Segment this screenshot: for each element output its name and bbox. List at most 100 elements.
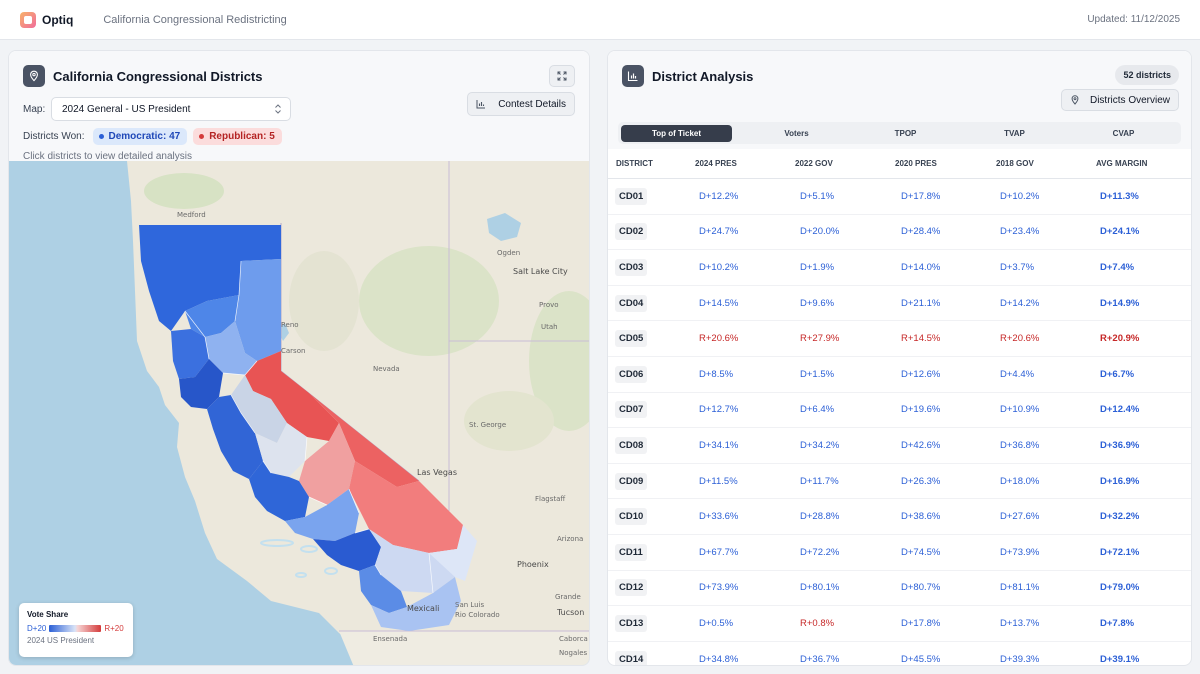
table-cell: D+80.1% — [800, 582, 840, 594]
district-oc[interactable] — [359, 565, 407, 613]
expand-map-button[interactable] — [549, 65, 575, 87]
district-id: CD03 — [615, 258, 648, 276]
vote-share-legend: Vote Share D+20 R+20 2024 US President — [19, 603, 133, 657]
table-cell: D+12.2% — [699, 190, 739, 202]
table-row[interactable]: CD13 D+0.5% R+0.8% D+17.8% D+13.7% D+7.8% — [608, 606, 1191, 642]
map-panel-title: California Congressional Districts — [53, 68, 263, 84]
district-cd04[interactable] — [171, 329, 209, 379]
table-cell: D+10.2% — [1000, 190, 1040, 202]
table-row[interactable]: CD14 D+34.8% D+36.7% D+45.5% D+39.3% D+39.1% — [608, 642, 1191, 665]
districts-overview-button[interactable]: Districts Overview — [1060, 89, 1179, 111]
column-header-2022-gov[interactable]: 2022 GOV — [795, 159, 833, 168]
table-row[interactable]: CD07 D+12.7% D+6.4% D+19.6% D+10.9% D+12.4% — [608, 393, 1191, 429]
table-row[interactable]: CD11 D+67.7% D+72.2% D+74.5% D+73.9% D+72.1% — [608, 535, 1191, 571]
table-cell: D+67.7% — [699, 546, 739, 558]
district-id: CD01 — [615, 187, 648, 205]
map-label-riocolorado: Rio Colorado — [455, 611, 500, 619]
democratic-count-badge: Democratic: 47 — [92, 128, 188, 145]
district-central-coast[interactable] — [249, 461, 309, 521]
district-cd05[interactable] — [245, 351, 339, 441]
map-contest-select[interactable]: 2024 General - US President — [51, 97, 291, 121]
state-border — [448, 161, 589, 511]
table-row[interactable]: CD06 D+8.5% D+1.5% D+12.6% D+4.4% D+6.7% — [608, 357, 1191, 393]
table-cell: D+36.7% — [800, 653, 840, 665]
table-cell: D+28.4% — [901, 226, 941, 238]
table-cell: D+0.5% — [699, 617, 734, 629]
district-cd06[interactable] — [205, 321, 257, 375]
table-row[interactable]: CD03 D+10.2% D+1.9% D+14.0% D+3.7% D+7.4% — [608, 250, 1191, 286]
district-inland[interactable] — [369, 529, 457, 593]
district-central[interactable] — [255, 423, 307, 477]
map-label-caborca: Caborca — [559, 635, 588, 643]
map-label-ogden: Ogden — [497, 249, 520, 257]
district-imperial[interactable] — [429, 525, 477, 581]
column-header-avg-margin[interactable]: AVG MARGIN — [1096, 159, 1148, 168]
updated-timestamp: Updated: 11/12/2025 — [1087, 14, 1180, 25]
district-toss[interactable] — [231, 375, 287, 443]
column-header-2024-pres[interactable]: 2024 PRES — [695, 159, 737, 168]
table-row[interactable]: CD12 D+73.9% D+80.1% D+80.7% D+81.1% D+79.0% — [608, 571, 1191, 607]
district-id: CD13 — [615, 614, 648, 632]
column-header-2020-pres[interactable]: 2020 PRES — [895, 159, 937, 168]
map-pin-icon — [23, 65, 45, 87]
map-canvas[interactable]: Medford Ogden Salt Lake City Provo Utah … — [9, 161, 590, 666]
bar-chart-icon — [476, 100, 486, 109]
map-label-carson: Carson — [281, 347, 305, 355]
contest-details-button[interactable]: Contest Details — [467, 92, 575, 116]
table-header: DISTRICT 2024 PRES 2022 GOV 2020 PRES 20… — [608, 149, 1191, 179]
table-cell: D+11.7% — [800, 475, 839, 487]
table-cell: D+74.5% — [901, 546, 941, 558]
tab-tpop[interactable]: TPOP — [894, 128, 917, 138]
district-id: CD11 — [615, 543, 647, 561]
tab-top-of-ticket[interactable]: Top of Ticket — [621, 124, 732, 142]
table-row[interactable]: CD02 D+24.7% D+20.0% D+28.4% D+23.4% D+24.1% — [608, 215, 1191, 251]
district-sd[interactable] — [371, 577, 461, 631]
table-cell: R+27.9% — [800, 333, 840, 345]
table-cell: D+80.7% — [901, 582, 941, 594]
table-row[interactable]: CD09 D+11.5% D+11.7% D+26.3% D+18.0% D+16.9% — [608, 464, 1191, 500]
forest-patch — [359, 246, 499, 356]
district-ventura[interactable] — [285, 489, 359, 541]
column-header-2018-gov[interactable]: 2018 GOV — [996, 159, 1034, 168]
district-la[interactable] — [313, 529, 381, 571]
map-label-nevada: Nevada — [373, 365, 400, 373]
table-row[interactable]: CD10 D+33.6% D+28.8% D+38.6% D+27.6% D+32.2% — [608, 499, 1191, 535]
table-cell: D+9.6% — [800, 297, 835, 309]
column-header-district[interactable]: DISTRICT — [616, 159, 653, 168]
table-row[interactable]: CD05 R+20.6% R+27.9% R+14.5% R+20.6% R+20.9% — [608, 321, 1191, 357]
district-rep-valley[interactable] — [299, 423, 355, 505]
district-rep-desert[interactable] — [349, 461, 463, 553]
app-name[interactable]: Optiq — [42, 12, 74, 27]
district-cd01[interactable] — [235, 259, 281, 361]
table-cell-avg: D+16.9% — [1100, 475, 1140, 487]
table-cell-avg: D+7.8% — [1100, 617, 1135, 629]
table-cell: D+36.8% — [1000, 439, 1040, 451]
table-row[interactable]: CD08 D+34.1% D+34.2% D+42.6% D+36.8% D+36.9% — [608, 428, 1191, 464]
legend-left-label: D+20 — [27, 624, 47, 633]
table-row[interactable]: CD01 D+12.2% D+5.1% D+17.8% D+10.2% D+11.3% — [608, 179, 1191, 215]
district-south-bay[interactable] — [207, 395, 263, 479]
table-row[interactable]: CD04 D+14.5% D+9.6% D+21.1% D+14.2% D+14.9% — [608, 286, 1191, 322]
tab-cvap[interactable]: CVAP — [1112, 128, 1135, 138]
analysis-panel-header: District Analysis 52 districts Districts… — [608, 51, 1191, 149]
optiq-logo-icon[interactable] — [20, 11, 36, 28]
table-cell: R+14.5% — [901, 333, 941, 345]
district-id: CD12 — [615, 579, 648, 597]
forest-patch — [464, 391, 554, 451]
table-cell: D+34.2% — [800, 439, 840, 451]
district-cd02[interactable] — [139, 225, 281, 331]
table-cell: D+14.5% — [699, 297, 739, 309]
map-label-utah: Utah — [541, 323, 558, 331]
tab-tvap[interactable]: TVAP — [1004, 128, 1025, 138]
table-cell: D+42.6% — [901, 439, 941, 451]
district-cd03[interactable] — [185, 295, 239, 337]
table-cell: D+21.1% — [901, 297, 941, 309]
table-cell: D+6.4% — [800, 404, 835, 416]
district-map[interactable]: Medford Ogden Salt Lake City Provo Utah … — [9, 161, 590, 666]
district-bay[interactable] — [179, 359, 223, 409]
district-id: CD06 — [615, 365, 648, 383]
table-cell: D+12.6% — [901, 368, 941, 380]
district-rep-east[interactable] — [309, 393, 419, 487]
tab-voters[interactable]: Voters — [784, 128, 809, 138]
chevron-updown-icon — [275, 104, 281, 114]
